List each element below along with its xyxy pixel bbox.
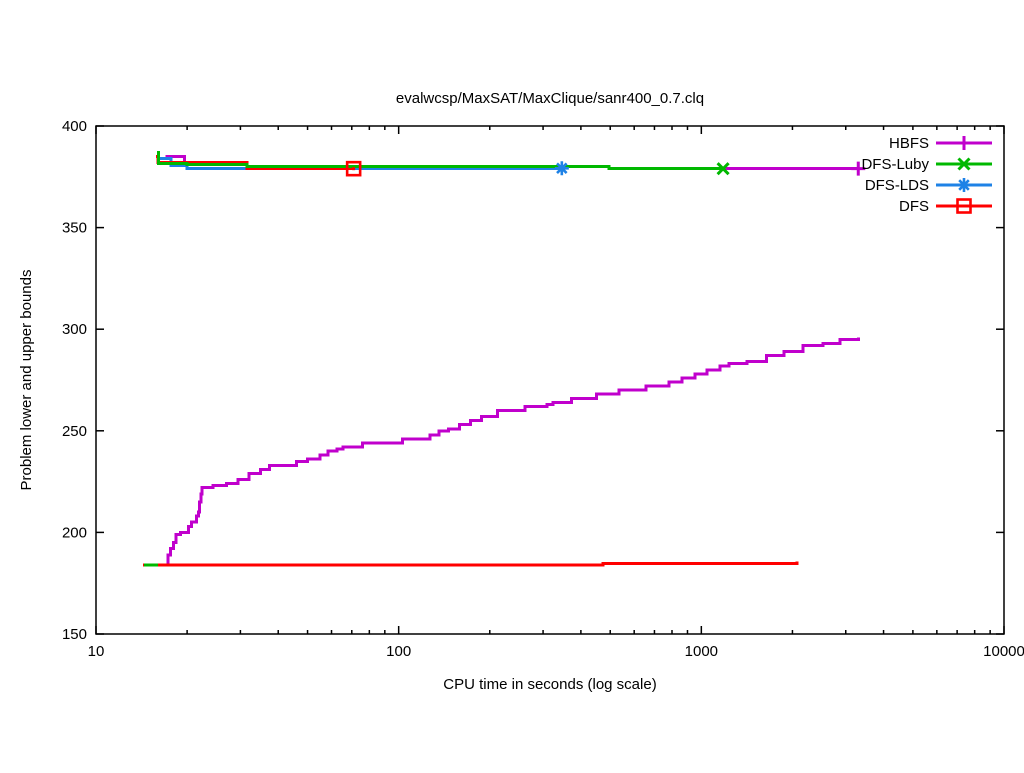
y-tick-label: 400: [62, 118, 87, 135]
legend-label: DFS: [899, 198, 929, 215]
y-tick-label: 150: [62, 626, 87, 643]
axis-ticks: 150 200 250 300 350 400 10 100 1000 10000: [62, 118, 1024, 660]
chart-title: evalwcsp/MaxSAT/MaxClique/sanr400_0.7.cl…: [396, 90, 704, 107]
legend-label: HBFS: [889, 135, 929, 152]
legend-entry-hbfs: HBFS: [889, 135, 992, 152]
legend-marker-square-icon: [956, 198, 972, 214]
plot-border: [95, 125, 1005, 635]
legend-marker-plus-icon: [957, 136, 971, 150]
x-tick-label: 10: [88, 643, 105, 660]
x-tick-label: 100: [386, 643, 411, 660]
y-tick-label: 300: [62, 321, 87, 338]
hbfs-end-marker-plus-icon: [851, 161, 866, 176]
dfs-luby-end-marker-cross-icon: [716, 162, 730, 176]
series-end-markers: [345, 160, 866, 177]
dfs-luby-upper-bound-line: [157, 150, 724, 171]
axes: [95, 125, 1005, 635]
legend-label: DFS-LDS: [865, 177, 929, 194]
dfs-lower-bound-line: [143, 561, 799, 567]
x-axis-label: CPU time in seconds (log scale): [443, 676, 656, 693]
legend-marker-cross-icon: [957, 157, 971, 171]
y-tick-label: 200: [62, 524, 87, 541]
x-tick-label: 1000: [685, 643, 718, 660]
y-tick-label: 250: [62, 423, 87, 440]
y-tick-label: 350: [62, 220, 87, 237]
legend-entry-dfs: DFS: [899, 198, 992, 215]
dfs-end-marker-square-icon: [345, 160, 362, 177]
y-axis-label: Problem lower and upper bounds: [18, 270, 35, 491]
dfs-lds-end-marker-asterisk-icon: [554, 161, 569, 176]
legend-entry-dfs-luby: DFS-Luby: [861, 156, 992, 173]
legend-entry-dfs-lds: DFS-LDS: [865, 177, 992, 194]
series-lines: [143, 150, 860, 567]
hbfs-lower-bound-line: [165, 337, 860, 567]
legend: HBFS DFS-Luby DFS-LDS DFS: [861, 135, 992, 215]
legend-marker-asterisk-icon: [957, 178, 971, 192]
legend-label: DFS-Luby: [861, 156, 929, 173]
x-tick-label: 10000: [983, 643, 1024, 660]
